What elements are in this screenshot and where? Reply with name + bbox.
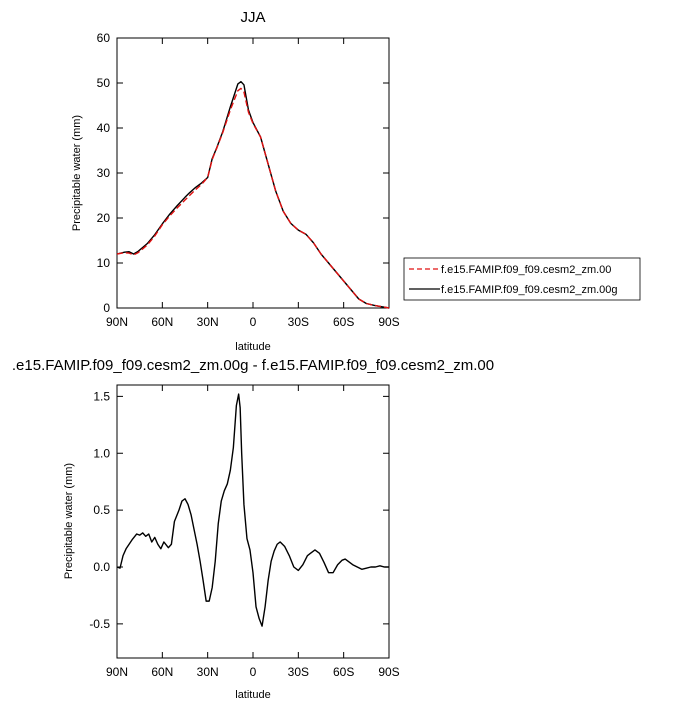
bottom-y-axis-label: Precipitable water (mm) (63, 463, 75, 579)
y-tick-label: 0.5 (93, 503, 110, 517)
x-tick-label: 60S (333, 315, 354, 329)
top-chart-title: JJA (240, 9, 265, 26)
y-tick-label: 1.0 (93, 446, 110, 460)
bottom-panel: .e15.FAMIP.f09_f09.cesm2_zm.00g - f.e15.… (12, 357, 494, 701)
x-tick-label: 30N (197, 665, 219, 679)
x-tick-label: 90N (106, 315, 128, 329)
y-tick-label: 10 (97, 256, 111, 270)
bottom-y-ticks: -0.5 0.0 0.5 1.0 1.5 (89, 389, 389, 631)
y-tick-label: 40 (97, 121, 111, 135)
series-line-00 (116, 87, 390, 309)
top-y-ticks: 0 10 20 30 40 50 60 (97, 31, 389, 315)
top-panel: JJA 90N 60N 30N 0 30S 60S 90S 0 10 20 30 40 50 60 la… (71, 9, 400, 353)
series-line-difference (116, 393, 389, 627)
bottom-x-axis-label: latitude (235, 689, 270, 701)
x-tick-label: 60S (333, 665, 354, 679)
x-tick-label: 30S (288, 315, 309, 329)
bottom-chart-title: .e15.FAMIP.f09_f09.cesm2_zm.00g - f.e15.… (12, 357, 494, 374)
x-tick-label: 30S (288, 665, 309, 679)
x-tick-label: 90S (378, 665, 399, 679)
y-tick-label: 1.5 (93, 389, 110, 403)
x-tick-label: 30N (197, 315, 219, 329)
top-series-lines (116, 80, 390, 309)
bottom-plot-frame (116, 384, 390, 659)
top-plot-frame (116, 37, 390, 309)
x-tick-label: 0 (250, 665, 257, 679)
legend-label-00g: f.e15.FAMIP.f09_f09.cesm2_zm.00g (441, 284, 618, 296)
top-x-ticks: 90N 60N 30N 0 30S 60S 90S (106, 38, 400, 329)
bottom-series-lines (116, 393, 389, 627)
legend-box (403, 257, 641, 301)
series-line-00g (116, 80, 390, 309)
x-tick-label: 90N (106, 665, 128, 679)
top-x-axis-label: latitude (235, 341, 270, 353)
legend: f.e15.FAMIP.f09_f09.cesm2_zm.00 f.e15.FA… (403, 257, 641, 301)
x-tick-label: 0 (250, 315, 257, 329)
y-tick-label: -0.5 (89, 617, 110, 631)
y-tick-label: 20 (97, 211, 111, 225)
bottom-x-ticks: 90N 60N 30N 0 30S 60S 90S (106, 385, 400, 679)
legend-label-00: f.e15.FAMIP.f09_f09.cesm2_zm.00 (441, 264, 611, 276)
top-y-axis-label: Precipitable water (mm) (71, 115, 83, 231)
y-tick-label: 50 (97, 76, 111, 90)
y-tick-label: 60 (97, 31, 111, 45)
x-tick-label: 90S (378, 315, 399, 329)
x-tick-label: 60N (151, 315, 173, 329)
y-tick-label: 0 (103, 301, 110, 315)
y-tick-label: 0.0 (93, 560, 110, 574)
y-tick-label: 30 (97, 166, 111, 180)
x-tick-label: 60N (151, 665, 173, 679)
